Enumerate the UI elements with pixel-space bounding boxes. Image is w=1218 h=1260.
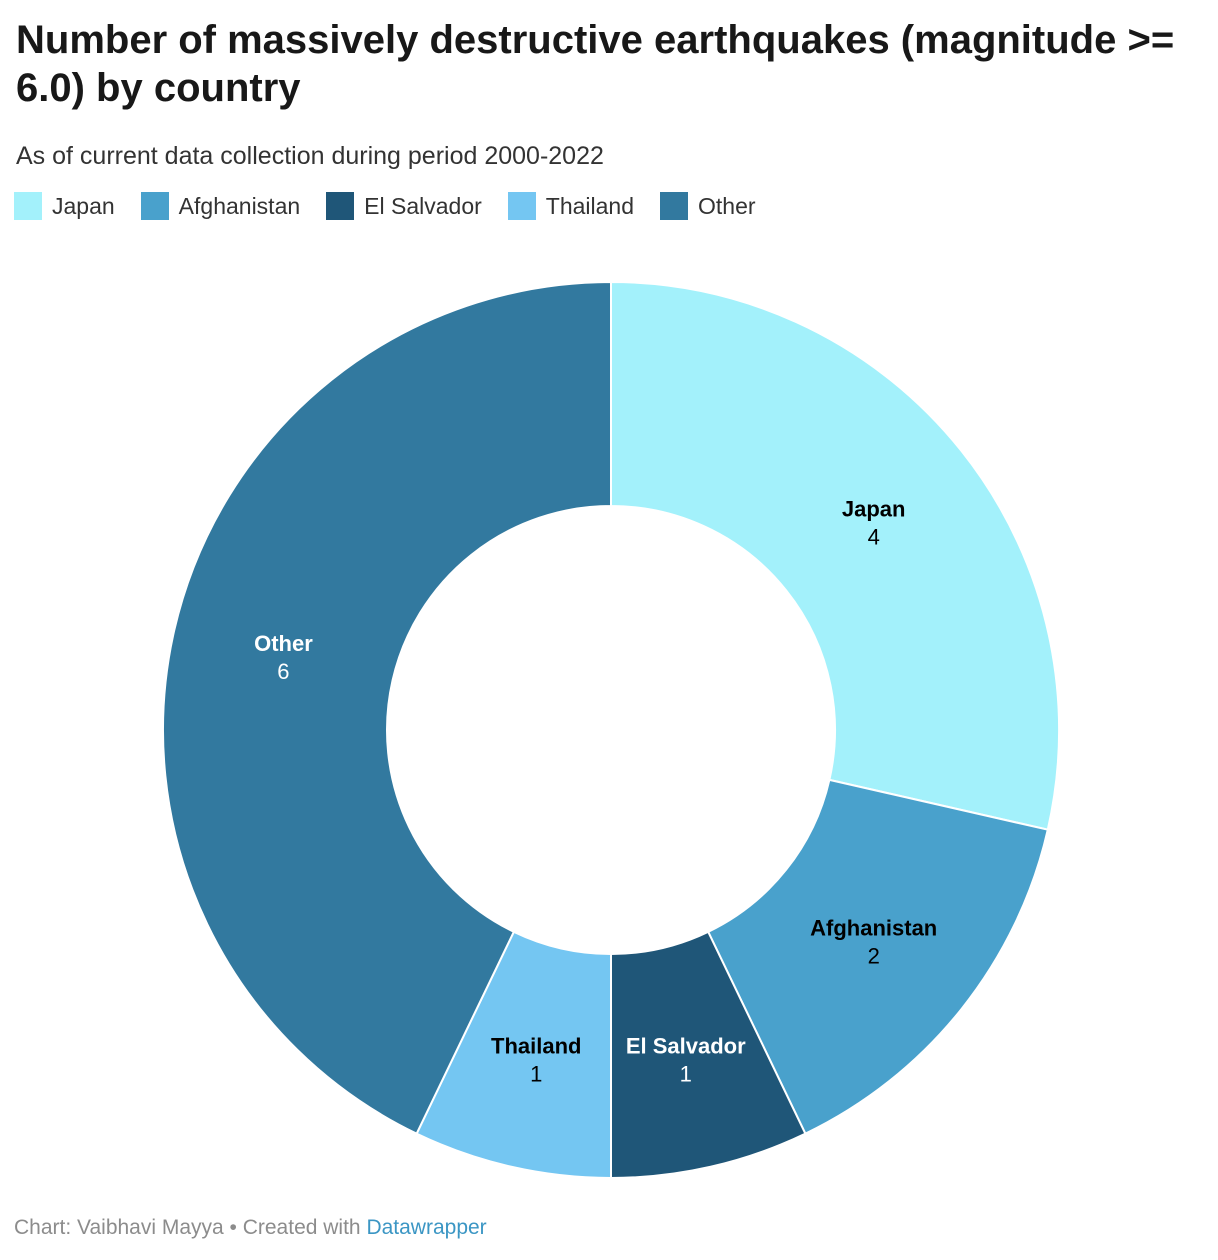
legend: Japan Afghanistan El Salvador Thailand O… [14, 192, 756, 220]
datawrapper-link[interactable]: Datawrapper [366, 1216, 487, 1239]
footer-credit: Chart: Vaibhavi Mayya • Created with [14, 1216, 367, 1239]
slice-value-other: 6 [277, 659, 289, 684]
legend-label-japan: Japan [52, 192, 115, 219]
legend-item-afghanistan: Afghanistan [140, 192, 301, 220]
slice-label-japan: Japan [842, 497, 906, 522]
legend-swatch-el-salvador [326, 192, 355, 220]
legend-item-thailand: Thailand [507, 192, 635, 220]
slice-value-japan: 4 [868, 525, 880, 550]
chart-footer: Chart: Vaibhavi Mayya • Created with Dat… [14, 1216, 487, 1240]
legend-swatch-other [660, 192, 689, 220]
legend-label-thailand: Thailand [545, 192, 635, 219]
legend-label-afghanistan: Afghanistan [178, 192, 301, 219]
legend-swatch-thailand [507, 192, 536, 220]
chart-title: Number of massively destructive earthqua… [16, 18, 1175, 110]
legend-item-japan: Japan [14, 192, 115, 220]
legend-label-el-salvador: El Salvador [364, 192, 482, 219]
slice-label-thailand: Thailand [491, 1034, 581, 1059]
slice-label-el-salvador: El Salvador [626, 1034, 746, 1059]
legend-item-el-salvador: El Salvador [326, 192, 482, 220]
slice-value-el-salvador: 1 [680, 1062, 692, 1087]
legend-label-other: Other [698, 192, 756, 219]
slice-value-thailand: 1 [530, 1062, 542, 1087]
slice-label-afghanistan: Afghanistan [810, 915, 937, 940]
slice-other[interactable] [162, 280, 612, 1135]
slice-label-other: Other [254, 631, 313, 656]
legend-item-other: Other [660, 192, 756, 220]
legend-swatch-afghanistan [140, 192, 169, 220]
slice-afghanistan[interactable] [706, 778, 1049, 1135]
chart-subtitle: As of current data collection during per… [16, 142, 604, 170]
slice-japan[interactable] [610, 280, 1060, 831]
slice-value-afghanistan: 2 [868, 943, 880, 968]
legend-swatch-japan [14, 192, 42, 220]
